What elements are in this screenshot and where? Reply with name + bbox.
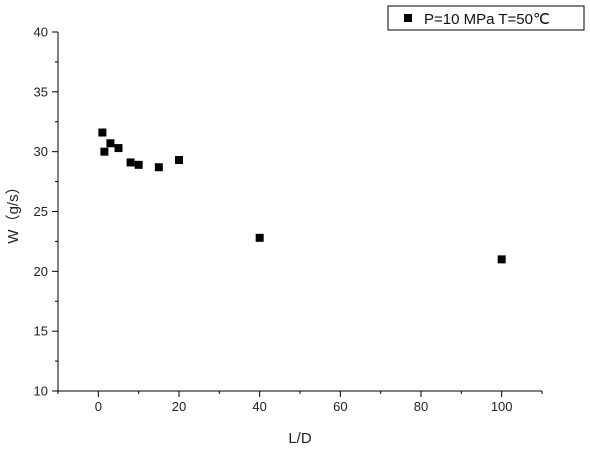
data-point [98,128,107,137]
data-point [497,255,506,264]
x-tick-label: 0 [95,399,102,414]
y-axis-title: W（g/s） [5,179,22,243]
data-point [106,139,115,148]
x-tick-label: 100 [491,399,513,414]
y-tick-label: 15 [34,324,48,339]
y-tick-label: 25 [34,204,48,219]
data-point [154,163,163,172]
x-axis-title: L/D [288,430,312,447]
y-tick-label: 40 [34,25,48,40]
x-tick-label: 40 [252,399,266,414]
data-point [100,147,109,156]
y-tick-label: 10 [34,384,48,399]
x-tick-label: 60 [333,399,347,414]
data-point [175,156,183,165]
legend-marker [404,14,412,22]
data-point [255,233,264,242]
legend-box [387,5,585,31]
axes [57,32,542,392]
legend: P=10 MPa T=50℃ [387,5,585,31]
legend-label: P=10 MPa T=50℃ [424,11,550,28]
data-point [114,144,123,153]
data-points [98,128,506,264]
y-tick-label: 35 [34,84,48,99]
data-point [126,158,135,167]
y-tick-label: 30 [34,144,48,159]
ticks: 0 20 40 60 80 100 10 15 20 25 30 35 40 [34,25,543,414]
data-point [134,160,143,169]
y-tick-label: 20 [34,264,48,279]
x-tick-label: 20 [172,399,186,414]
x-tick-label: 80 [414,399,428,414]
